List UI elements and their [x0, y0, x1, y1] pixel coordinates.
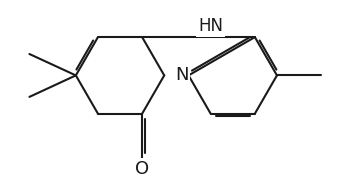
Text: N: N: [175, 66, 189, 84]
Text: O: O: [135, 160, 149, 178]
Text: HN: HN: [198, 17, 223, 35]
